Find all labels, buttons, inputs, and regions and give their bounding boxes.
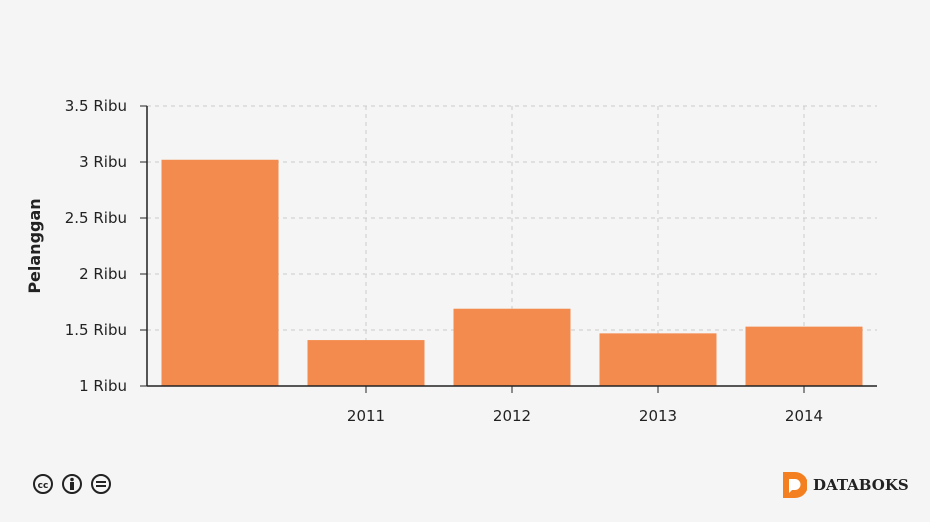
bar bbox=[745, 326, 863, 386]
cc-icon: cc bbox=[33, 474, 53, 494]
databoks-logo: DATABOKS bbox=[783, 472, 909, 498]
y-tick-label: 1.5 Ribu bbox=[65, 321, 127, 339]
x-tick-label: 2011 bbox=[347, 407, 385, 425]
y-tick-label: 3 Ribu bbox=[79, 153, 127, 171]
y-tick-label: 2.5 Ribu bbox=[65, 209, 127, 227]
svg-text:cc: cc bbox=[38, 481, 49, 491]
bar bbox=[307, 340, 425, 386]
bar-chart: 1 Ribu 1.5 Ribu 2 Ribu 2.5 Ribu 3 Ribu 3.5 Ri… bbox=[25, 97, 877, 425]
bar bbox=[161, 159, 279, 386]
x-tick-label: 2014 bbox=[785, 407, 823, 425]
x-tick-label: 2013 bbox=[639, 407, 677, 425]
y-tick-label: 2 Ribu bbox=[79, 265, 127, 283]
bar bbox=[599, 333, 717, 386]
bar bbox=[453, 308, 571, 386]
x-tick-label: 2012 bbox=[493, 407, 531, 425]
y-axis-label: Pelanggan bbox=[25, 198, 44, 293]
by-icon bbox=[62, 474, 82, 494]
brand-name: DATABOKS bbox=[813, 476, 909, 494]
y-tick-label: 1 Ribu bbox=[79, 377, 127, 395]
license-icons: cc bbox=[33, 474, 111, 494]
databoks-icon bbox=[783, 472, 807, 498]
nd-icon bbox=[91, 474, 111, 494]
y-tick-label: 3.5 Ribu bbox=[65, 97, 127, 115]
